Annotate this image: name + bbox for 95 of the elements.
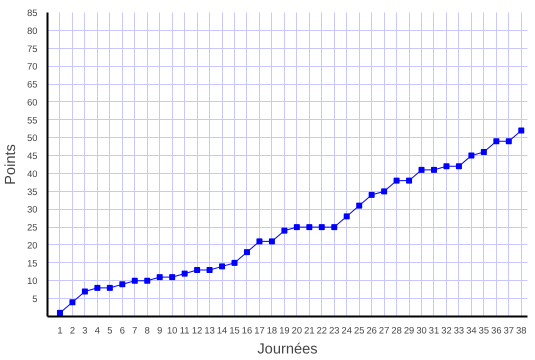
y-tick-label: 40 bbox=[27, 168, 38, 179]
point bbox=[206, 267, 213, 274]
x-tick-label: 12 bbox=[192, 326, 202, 336]
x-tick-label: 2 bbox=[70, 326, 76, 336]
y-axis-title: Points bbox=[3, 144, 20, 185]
point bbox=[318, 224, 325, 230]
y-tick-label: 65 bbox=[27, 80, 38, 90]
point bbox=[219, 263, 226, 270]
point bbox=[182, 270, 188, 277]
x-tick-label: 13 bbox=[204, 326, 215, 336]
y-tick-label: 25 bbox=[27, 222, 38, 233]
point bbox=[56, 310, 63, 316]
point bbox=[156, 274, 163, 280]
y-tick-label: 60 bbox=[27, 97, 38, 108]
x-tick-label: 5 bbox=[107, 326, 112, 336]
x-tick-label: 25 bbox=[354, 326, 364, 336]
point bbox=[294, 224, 300, 230]
point bbox=[281, 228, 288, 234]
y-tick-label: 5 bbox=[32, 294, 38, 304]
point bbox=[244, 249, 250, 256]
x-tick-label: 23 bbox=[329, 326, 340, 336]
x-tick-label: 10 bbox=[166, 326, 178, 336]
x-tick-label: 29 bbox=[404, 326, 414, 336]
point bbox=[356, 202, 362, 209]
x-tick-label: 1 bbox=[57, 326, 63, 336]
point bbox=[480, 148, 487, 155]
x-tick-label: 17 bbox=[254, 326, 265, 336]
point bbox=[443, 163, 450, 170]
x-tick-label: 8 bbox=[144, 326, 150, 336]
x-tick-label: 36 bbox=[491, 326, 502, 336]
y-tick-label: 45 bbox=[27, 151, 38, 162]
point bbox=[94, 284, 100, 291]
point bbox=[518, 128, 524, 134]
point bbox=[418, 166, 425, 173]
y-tick-label: 55 bbox=[27, 115, 38, 126]
point bbox=[232, 260, 238, 266]
point bbox=[456, 163, 462, 170]
point bbox=[169, 274, 176, 280]
x-tick-label: 31 bbox=[428, 326, 440, 336]
x-tick-label: 33 bbox=[454, 326, 464, 336]
point bbox=[493, 138, 500, 144]
x-tick-label: 28 bbox=[391, 326, 402, 336]
point bbox=[394, 178, 400, 184]
x-tick-label: 3 bbox=[82, 326, 88, 336]
point bbox=[381, 188, 388, 194]
point bbox=[82, 288, 88, 294]
point bbox=[506, 138, 512, 144]
y-tick-label: 35 bbox=[27, 186, 38, 197]
x-tick-label: 14 bbox=[216, 326, 228, 336]
x-tick-label: 35 bbox=[478, 326, 490, 336]
x-tick-label: 34 bbox=[466, 326, 477, 336]
point bbox=[430, 166, 437, 173]
point bbox=[268, 238, 275, 244]
x-tick-label: 16 bbox=[242, 326, 252, 336]
point bbox=[368, 192, 375, 198]
x-tick-label: 20 bbox=[292, 326, 302, 336]
x-tick-label: 9 bbox=[157, 326, 162, 336]
y-tick-label: 70 bbox=[27, 62, 38, 72]
point bbox=[331, 224, 338, 230]
y-tick-label: 30 bbox=[27, 204, 38, 215]
x-tick-label: 26 bbox=[366, 326, 377, 336]
y-tick-label: 15 bbox=[27, 258, 38, 268]
y-tick-label: 50 bbox=[27, 133, 38, 144]
y-tick-label: 75 bbox=[27, 44, 38, 54]
point bbox=[468, 152, 474, 159]
point bbox=[344, 213, 350, 220]
point bbox=[194, 267, 200, 274]
y-tick-label: 80 bbox=[27, 26, 38, 36]
x-tick-label: 11 bbox=[180, 326, 190, 336]
x-tick-label: 18 bbox=[266, 326, 278, 336]
x-tick-label: 27 bbox=[378, 326, 390, 336]
x-tick-label: 19 bbox=[279, 326, 290, 336]
x-tick-label: 15 bbox=[229, 326, 240, 336]
x-tick-label: 7 bbox=[132, 326, 138, 336]
point bbox=[132, 278, 138, 284]
point bbox=[306, 224, 312, 230]
x-axis-title: Journées bbox=[257, 342, 318, 358]
x-tick-label: 21 bbox=[304, 326, 315, 336]
x-tick-label: 38 bbox=[516, 326, 526, 336]
x-tick-label: 32 bbox=[441, 326, 452, 336]
point bbox=[119, 281, 126, 288]
x-tick-label: 30 bbox=[416, 326, 427, 336]
x-tick-label: 37 bbox=[504, 326, 514, 336]
y-tick-label: 85 bbox=[27, 8, 38, 18]
x-tick-label: 24 bbox=[342, 326, 352, 336]
point bbox=[406, 178, 412, 184]
x-tick-label: 22 bbox=[316, 326, 327, 336]
y-tick-label: 10 bbox=[27, 276, 38, 286]
point bbox=[256, 238, 262, 244]
y-tick-label: 20 bbox=[27, 240, 38, 250]
point bbox=[106, 284, 113, 291]
x-tick-label: 6 bbox=[120, 326, 125, 336]
x-tick-label: 4 bbox=[94, 326, 100, 336]
point bbox=[144, 278, 150, 284]
point bbox=[69, 299, 76, 306]
